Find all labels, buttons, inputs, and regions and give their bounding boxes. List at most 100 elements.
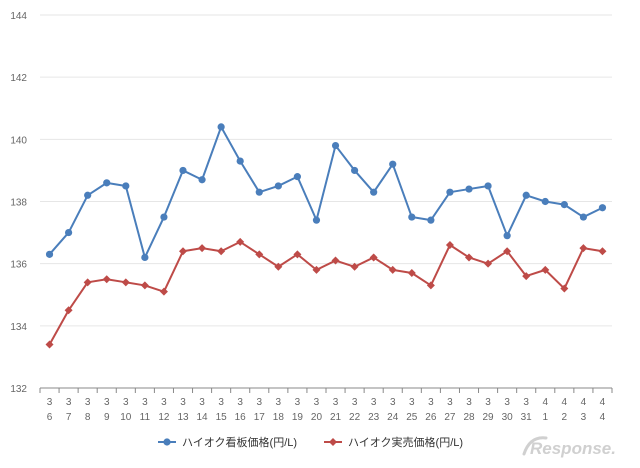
x-tick-day: 1: [542, 412, 548, 423]
x-tick-month: 3: [428, 397, 434, 408]
x-tick-month: 3: [104, 397, 110, 408]
data-point-diamond: [560, 284, 569, 293]
data-point-circle: [465, 185, 473, 193]
y-tick-label: 142: [10, 73, 27, 84]
x-tick-month: 3: [314, 397, 320, 408]
x-tick-day: 13: [177, 412, 189, 423]
data-point-circle: [370, 188, 378, 196]
legend-marker-diamond: [329, 438, 337, 446]
x-tick-month: 3: [256, 397, 262, 408]
x-tick-day: 30: [502, 412, 514, 423]
data-point-circle: [389, 160, 397, 168]
data-point-diamond: [465, 253, 473, 262]
x-tick-month: 3: [237, 397, 243, 408]
x-tick-month: 3: [85, 397, 91, 408]
data-point-diamond: [445, 241, 454, 250]
data-point-circle: [179, 166, 187, 175]
x-tick-day: 21: [330, 412, 342, 423]
data-point-diamond: [598, 247, 607, 256]
data-point-circle: [484, 182, 492, 190]
x-tick-day: 10: [120, 412, 132, 423]
data-point-diamond: [312, 265, 321, 274]
x-tick-month: 3: [333, 397, 339, 408]
data-point-circle: [427, 216, 435, 224]
data-point-circle: [255, 188, 263, 196]
data-point-diamond: [198, 244, 207, 253]
x-tick-month: 3: [371, 397, 377, 408]
data-point-diamond: [45, 340, 54, 349]
x-tick-month: 3: [218, 397, 224, 408]
y-tick-label: 144: [10, 11, 27, 22]
x-tick-month: 3: [390, 397, 396, 408]
data-point-circle: [236, 157, 244, 165]
x-tick-month: 3: [295, 397, 301, 408]
x-tick-month: 3: [447, 397, 453, 408]
x-tick-day: 18: [273, 412, 285, 423]
x-tick-day: 2: [562, 412, 568, 423]
data-point-diamond: [484, 259, 493, 268]
watermark-text: Response.: [530, 439, 616, 458]
x-tick-day: 24: [387, 412, 399, 423]
data-point-diamond: [350, 262, 359, 271]
x-tick-day: 25: [406, 412, 418, 423]
x-tick-day: 28: [463, 412, 475, 423]
x-tick-month: 3: [66, 397, 72, 408]
x-tick-day: 20: [311, 412, 323, 423]
data-point-circle: [408, 213, 416, 221]
x-tick-day: 11: [140, 412, 151, 423]
x-tick-month: 3: [161, 397, 167, 408]
data-point-circle: [579, 213, 588, 221]
x-tick-day: 4: [600, 412, 606, 423]
x-tick-day: 23: [368, 412, 380, 423]
response-watermark-logo: Response.: [522, 436, 616, 458]
data-point-diamond: [121, 278, 130, 287]
x-tick-month: 3: [523, 397, 529, 408]
x-tick-day: 7: [66, 412, 72, 423]
series-line-1: [48, 125, 603, 259]
data-point-diamond: [331, 256, 340, 265]
data-point-diamond: [522, 272, 531, 281]
x-tick-day: 26: [425, 412, 437, 423]
x-tick-month: 3: [409, 397, 415, 408]
x-tick-month: 3: [199, 397, 205, 408]
x-tick-day: 22: [349, 412, 361, 423]
x-tick-day: 17: [254, 412, 266, 423]
y-tick-label: 140: [10, 135, 27, 146]
x-tick-month: 4: [562, 397, 568, 408]
y-axis-ticks: 132 134 136 138 140 142 144: [10, 11, 27, 395]
x-tick-day: 8: [85, 412, 91, 423]
data-point-circle: [198, 176, 206, 184]
data-point-diamond: [83, 278, 92, 287]
x-tick-month: 4: [600, 397, 606, 408]
data-point-circle: [522, 191, 530, 199]
legend-label-1: ハイオク看板価格(円/L): [182, 435, 297, 449]
x-tick-day: 31: [521, 412, 533, 423]
x-tick-day: 12: [158, 412, 170, 423]
data-point-circle: [84, 191, 92, 199]
x-tick-day: 14: [197, 412, 209, 423]
data-point-circle: [217, 123, 225, 131]
data-point-circle: [274, 182, 282, 190]
data-point-circle: [446, 188, 454, 196]
x-tick-month: 3: [466, 397, 472, 408]
data-point-circle: [103, 179, 111, 187]
data-point-diamond: [407, 268, 416, 277]
x-tick-day: 16: [235, 412, 247, 423]
x-tick-month: 4: [542, 397, 548, 408]
data-point-diamond: [64, 306, 73, 315]
legend: ハイオク看板価格(円/L) ハイオク実売価格(円/L): [158, 435, 463, 449]
data-point-diamond: [503, 247, 512, 256]
data-point-circle: [503, 232, 511, 240]
data-point-circle: [560, 201, 568, 209]
x-tick-day: 15: [216, 412, 228, 423]
data-point-diamond: [159, 287, 168, 296]
y-tick-label: 134: [10, 322, 27, 333]
x-tick-day: 19: [292, 412, 304, 423]
data-point-diamond: [388, 265, 397, 274]
data-point-circle: [541, 197, 549, 206]
data-point-diamond: [217, 247, 226, 256]
x-tick-month: 3: [352, 397, 358, 408]
x-tick-day: 29: [483, 412, 495, 423]
gridlines: [40, 14, 612, 389]
